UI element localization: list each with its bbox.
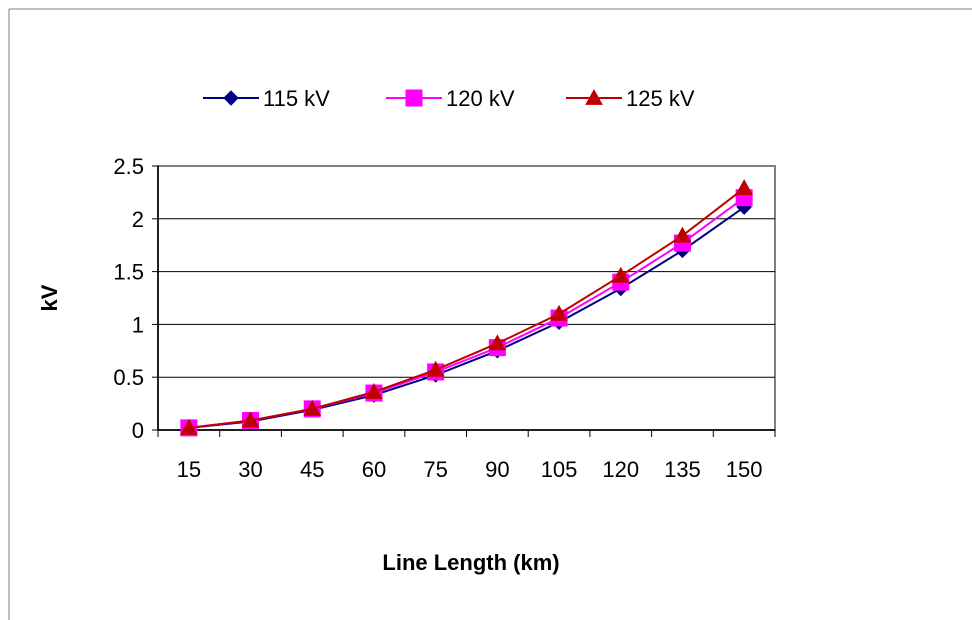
y-tick-label: 0.5 bbox=[113, 365, 144, 390]
legend-item: 120 kV bbox=[386, 86, 515, 111]
legend-marker bbox=[585, 88, 603, 105]
data-point bbox=[488, 334, 507, 351]
data-point bbox=[365, 382, 383, 399]
x-tick-label: 150 bbox=[726, 457, 763, 482]
series-line bbox=[188, 206, 745, 429]
x-tick-label: 105 bbox=[541, 457, 578, 482]
legend-item: 115 kV bbox=[203, 86, 330, 111]
data-point bbox=[735, 179, 753, 196]
data-point bbox=[303, 399, 322, 416]
x-tick-label: 15 bbox=[177, 457, 201, 482]
legend-marker bbox=[223, 90, 239, 106]
data-point bbox=[611, 266, 630, 283]
x-tick-label: 45 bbox=[300, 457, 324, 482]
x-tick-label: 60 bbox=[362, 457, 386, 482]
data-point bbox=[426, 360, 445, 377]
legend-label: 120 kV bbox=[446, 86, 515, 111]
x-tick-label: 120 bbox=[602, 457, 639, 482]
x-tick-label: 75 bbox=[423, 457, 447, 482]
y-tick-label: 1 bbox=[132, 312, 144, 337]
plot-area bbox=[157, 165, 776, 431]
legend-item: 125 kV bbox=[566, 86, 695, 111]
y-tick-label: 1.5 bbox=[113, 260, 144, 285]
x-axis-title: Line Length (km) bbox=[382, 550, 559, 575]
data-point bbox=[550, 304, 568, 321]
y-axis-title: kV bbox=[37, 284, 62, 311]
data-point bbox=[180, 418, 198, 435]
legend-label: 125 kV bbox=[626, 86, 695, 111]
legend-label: 115 kV bbox=[263, 86, 330, 111]
x-tick-label: 30 bbox=[238, 457, 262, 482]
data-point bbox=[673, 226, 692, 243]
y-tick-label: 0 bbox=[132, 418, 144, 443]
series-line bbox=[188, 187, 745, 429]
series-triangle bbox=[180, 179, 753, 435]
data-point bbox=[241, 411, 260, 428]
x-tick-label: 135 bbox=[664, 457, 701, 482]
x-tick-label: 90 bbox=[485, 457, 509, 482]
y-tick-label: 2.5 bbox=[113, 154, 144, 179]
y-tick-label: 2 bbox=[132, 207, 144, 232]
legend-marker bbox=[405, 89, 423, 107]
